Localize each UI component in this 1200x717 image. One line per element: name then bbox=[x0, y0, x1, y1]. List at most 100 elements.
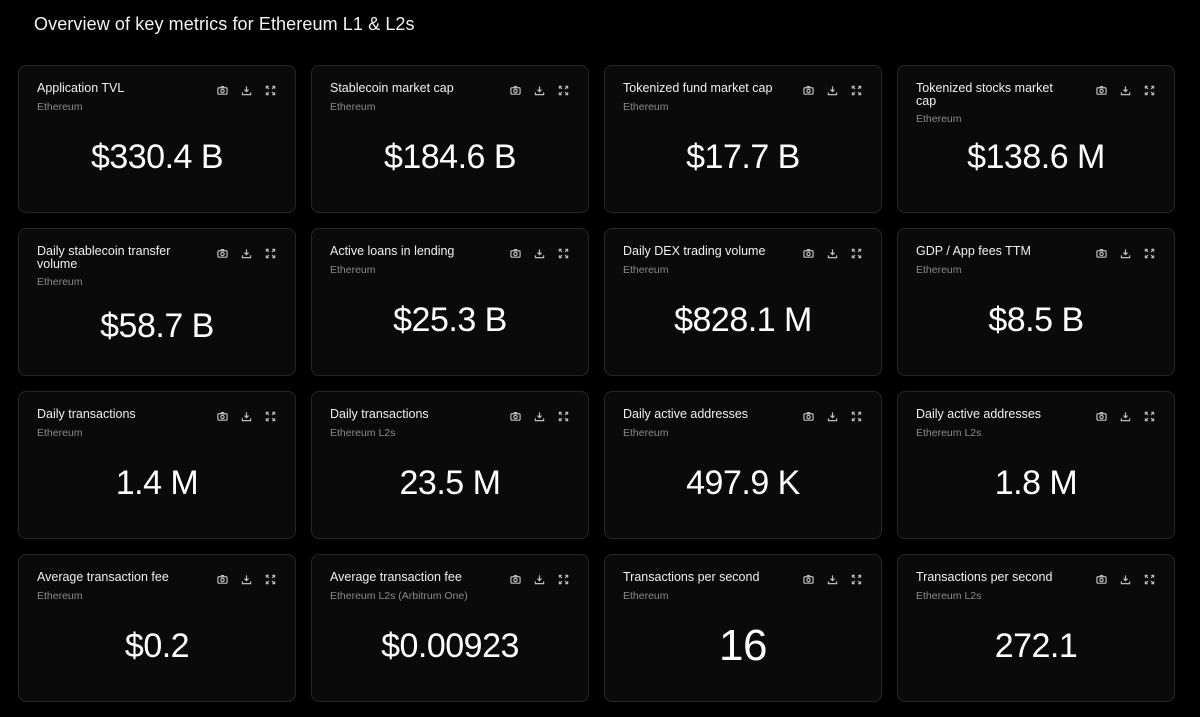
metrics-grid: Application TVL Ethereum $330.4 B Stable… bbox=[18, 65, 1175, 702]
expand-icon[interactable] bbox=[1142, 409, 1156, 423]
card-title: Application TVL bbox=[37, 81, 125, 95]
card-title: Daily transactions bbox=[330, 407, 429, 421]
card-subtitle: Ethereum bbox=[37, 100, 83, 113]
camera-icon[interactable] bbox=[1094, 409, 1108, 423]
camera-icon[interactable] bbox=[801, 83, 815, 97]
card-actions bbox=[508, 409, 570, 423]
metric-value: $0.00923 bbox=[381, 627, 519, 665]
download-icon[interactable] bbox=[825, 409, 839, 423]
card-subtitle: Ethereum bbox=[916, 263, 962, 276]
metric-value: $330.4 B bbox=[90, 138, 224, 176]
expand-icon[interactable] bbox=[556, 83, 570, 97]
expand-icon[interactable] bbox=[556, 572, 570, 586]
metric-value: $0.2 bbox=[124, 627, 190, 665]
page-title: Overview of key metrics for Ethereum L1 … bbox=[34, 14, 415, 34]
camera-icon[interactable] bbox=[215, 409, 229, 423]
card-title: Daily active addresses bbox=[916, 407, 1042, 421]
expand-icon[interactable] bbox=[556, 409, 570, 423]
card-title: Transactions per second bbox=[623, 570, 760, 584]
card-subtitle: Ethereum bbox=[37, 589, 83, 602]
download-icon[interactable] bbox=[1118, 572, 1132, 586]
metric-card: GDP / App fees TTM Ethereum $8.5 B bbox=[897, 228, 1175, 376]
camera-icon[interactable] bbox=[508, 246, 522, 260]
metric-card: Daily transactions Ethereum L2s 23.5 M bbox=[311, 391, 589, 539]
card-title: Daily stablecoin transfer volume bbox=[37, 244, 171, 271]
card-header: Transactions per second Ethereum L2s bbox=[916, 571, 1074, 602]
card-actions bbox=[508, 572, 570, 586]
expand-icon[interactable] bbox=[1142, 572, 1156, 586]
metric-value: $17.7 B bbox=[686, 138, 800, 176]
card-subtitle: Ethereum bbox=[623, 100, 669, 113]
card-header: Daily stablecoin transfer volume Ethereu… bbox=[37, 245, 195, 288]
card-actions bbox=[215, 83, 277, 97]
download-icon[interactable] bbox=[1118, 246, 1132, 260]
camera-icon[interactable] bbox=[508, 83, 522, 97]
camera-icon[interactable] bbox=[215, 83, 229, 97]
camera-icon[interactable] bbox=[1094, 83, 1108, 97]
card-subtitle: Ethereum bbox=[916, 113, 962, 125]
expand-icon[interactable] bbox=[1142, 246, 1156, 260]
card-header: Daily active addresses Ethereum bbox=[623, 408, 781, 439]
card-subtitle: Ethereum L2s (Arbitrum One) bbox=[330, 589, 468, 602]
download-icon[interactable] bbox=[532, 83, 546, 97]
card-subtitle: Ethereum L2s bbox=[916, 426, 982, 439]
camera-icon[interactable] bbox=[801, 572, 815, 586]
expand-icon[interactable] bbox=[1142, 83, 1156, 97]
expand-icon[interactable] bbox=[263, 409, 277, 423]
card-header: Daily transactions Ethereum bbox=[37, 408, 195, 439]
camera-icon[interactable] bbox=[215, 572, 229, 586]
camera-icon[interactable] bbox=[508, 572, 522, 586]
expand-icon[interactable] bbox=[849, 572, 863, 586]
card-title: Daily DEX trading volume bbox=[623, 244, 766, 258]
download-icon[interactable] bbox=[825, 572, 839, 586]
expand-icon[interactable] bbox=[263, 83, 277, 97]
card-actions bbox=[215, 409, 277, 423]
card-subtitle: Ethereum L2s bbox=[916, 589, 982, 602]
camera-icon[interactable] bbox=[1094, 246, 1108, 260]
card-title: Transactions per second bbox=[916, 570, 1053, 584]
metric-value: 1.4 M bbox=[115, 464, 199, 502]
camera-icon[interactable] bbox=[1094, 572, 1108, 586]
expand-icon[interactable] bbox=[263, 572, 277, 586]
download-icon[interactable] bbox=[1118, 83, 1132, 97]
card-header: Tokenized fund market cap Ethereum bbox=[623, 82, 781, 113]
metric-card: Daily active addresses Ethereum 497.9 K bbox=[604, 391, 882, 539]
card-actions bbox=[508, 246, 570, 260]
download-icon[interactable] bbox=[239, 409, 253, 423]
card-subtitle: Ethereum bbox=[330, 263, 376, 276]
download-icon[interactable] bbox=[532, 246, 546, 260]
camera-icon[interactable] bbox=[801, 246, 815, 260]
card-title: GDP / App fees TTM bbox=[916, 244, 1031, 258]
download-icon[interactable] bbox=[1118, 409, 1132, 423]
metric-card: Daily active addresses Ethereum L2s 1.8 … bbox=[897, 391, 1175, 539]
download-icon[interactable] bbox=[532, 409, 546, 423]
download-icon[interactable] bbox=[825, 246, 839, 260]
download-icon[interactable] bbox=[239, 246, 253, 260]
camera-icon[interactable] bbox=[801, 409, 815, 423]
metric-card: Daily stablecoin transfer volume Ethereu… bbox=[18, 228, 296, 376]
download-icon[interactable] bbox=[532, 572, 546, 586]
expand-icon[interactable] bbox=[556, 246, 570, 260]
expand-icon[interactable] bbox=[849, 83, 863, 97]
card-actions bbox=[801, 246, 863, 260]
expand-icon[interactable] bbox=[849, 409, 863, 423]
camera-icon[interactable] bbox=[215, 246, 229, 260]
download-icon[interactable] bbox=[239, 83, 253, 97]
download-icon[interactable] bbox=[825, 83, 839, 97]
card-actions bbox=[508, 83, 570, 97]
metric-value: $138.6 M bbox=[967, 138, 1105, 176]
download-icon[interactable] bbox=[239, 572, 253, 586]
expand-icon[interactable] bbox=[263, 246, 277, 260]
card-actions bbox=[1094, 246, 1156, 260]
metric-value: 16 bbox=[719, 621, 767, 670]
card-subtitle: Ethereum L2s bbox=[330, 426, 396, 439]
card-header: Daily DEX trading volume Ethereum bbox=[623, 245, 781, 276]
expand-icon[interactable] bbox=[849, 246, 863, 260]
camera-icon[interactable] bbox=[508, 409, 522, 423]
card-subtitle: Ethereum bbox=[623, 589, 669, 602]
card-title: Tokenized stocks market cap bbox=[916, 81, 1053, 108]
card-subtitle: Ethereum bbox=[37, 426, 83, 439]
card-header: Daily transactions Ethereum L2s bbox=[330, 408, 488, 439]
card-title: Daily transactions bbox=[37, 407, 136, 421]
metric-card: Transactions per second Ethereum 16 bbox=[604, 554, 882, 702]
